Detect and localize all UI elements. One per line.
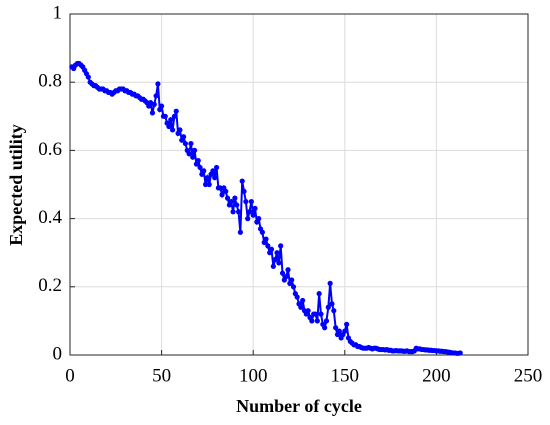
- point: [283, 273, 289, 280]
- point: [300, 297, 306, 304]
- point: [212, 175, 218, 181]
- y-tick-label: 0.2: [38, 275, 62, 296]
- point: [219, 192, 225, 198]
- point: [246, 209, 253, 215]
- point: [153, 93, 159, 99]
- x-tick-label: 0: [65, 365, 75, 386]
- point: [234, 202, 240, 208]
- point: [331, 308, 337, 314]
- point: [237, 229, 243, 235]
- point: [168, 117, 174, 123]
- point: [256, 216, 262, 222]
- point: [188, 140, 194, 147]
- point: [197, 164, 203, 171]
- x-axis-label: Number of cycle: [236, 396, 362, 416]
- point: [228, 198, 234, 205]
- point: [323, 318, 330, 324]
- point: [171, 113, 178, 119]
- point: [344, 321, 350, 327]
- point: [155, 81, 161, 87]
- point: [223, 188, 229, 194]
- point: [159, 103, 165, 109]
- point: [272, 256, 278, 263]
- point: [294, 294, 300, 300]
- point: [85, 74, 91, 80]
- point: [305, 308, 311, 314]
- point: [318, 311, 324, 317]
- x-tick-label: 50: [152, 365, 171, 386]
- y-tick-label: 0.6: [38, 139, 62, 160]
- point: [285, 267, 291, 273]
- point: [329, 301, 335, 307]
- axes-box: [69, 13, 529, 356]
- point: [316, 291, 322, 297]
- point: [342, 328, 348, 334]
- point: [259, 229, 265, 235]
- point: [309, 318, 315, 324]
- point: [217, 185, 223, 191]
- point: [245, 216, 251, 222]
- point: [457, 350, 463, 356]
- point: [166, 123, 172, 130]
- point: [235, 209, 242, 215]
- point: [195, 158, 201, 164]
- point: [182, 140, 189, 147]
- point: [289, 277, 295, 283]
- point: [201, 168, 207, 174]
- point: [224, 195, 231, 201]
- point: [276, 260, 282, 266]
- y-tick-label: 0.8: [38, 71, 62, 92]
- point: [204, 175, 210, 181]
- point: [268, 246, 275, 252]
- point: [169, 127, 176, 133]
- point: [263, 236, 269, 242]
- point: [239, 178, 245, 184]
- y-tick-label: 0.4: [38, 207, 62, 228]
- point: [241, 188, 247, 194]
- point: [327, 280, 333, 286]
- point: [312, 311, 319, 317]
- point: [232, 195, 238, 201]
- point: [333, 325, 339, 331]
- point: [162, 113, 168, 119]
- point: [336, 328, 342, 334]
- x-tick-label: 150: [331, 365, 360, 386]
- point: [290, 284, 297, 290]
- point: [270, 263, 276, 269]
- point: [186, 151, 192, 157]
- point: [322, 325, 328, 331]
- point: [230, 209, 236, 215]
- point: [265, 243, 271, 249]
- point: [151, 101, 157, 107]
- point: [177, 127, 183, 133]
- point: [252, 205, 258, 211]
- x-tick-label: 250: [514, 365, 543, 386]
- point: [298, 304, 304, 310]
- point: [191, 147, 198, 153]
- x-tick-label: 200: [422, 365, 451, 386]
- point: [278, 243, 284, 249]
- point: [180, 134, 187, 140]
- point: [314, 318, 320, 324]
- point: [190, 154, 196, 160]
- point: [250, 212, 256, 218]
- point: [202, 181, 209, 188]
- point: [243, 198, 249, 205]
- x-tick-label: 100: [239, 365, 268, 386]
- point: [149, 110, 156, 116]
- point: [173, 108, 179, 114]
- point: [325, 304, 331, 310]
- y-tick-label: 1: [53, 2, 63, 23]
- point: [248, 198, 254, 205]
- point: [206, 181, 212, 188]
- y-tick-label: 0: [53, 343, 63, 364]
- y-axis-label: Expected utility: [6, 124, 26, 246]
- point: [279, 270, 286, 276]
- point: [274, 250, 280, 256]
- point: [213, 164, 220, 171]
- point: [210, 168, 216, 174]
